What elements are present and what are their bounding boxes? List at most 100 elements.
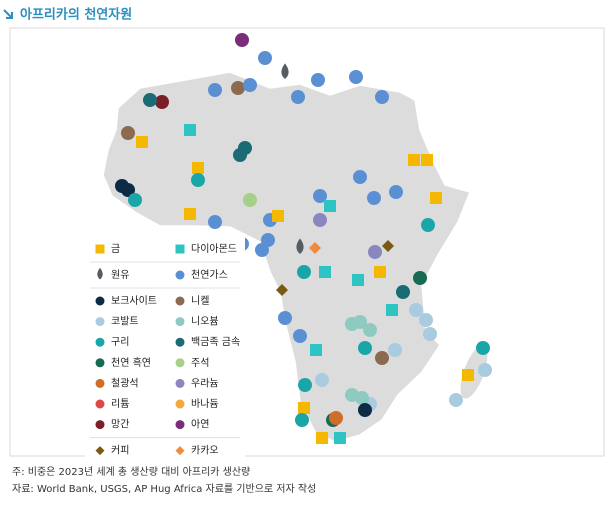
legend-label: 니켈	[191, 295, 209, 307]
circle-marker	[315, 373, 329, 387]
circle-marker	[409, 303, 423, 317]
legend-label: 백금족 금속	[191, 336, 240, 348]
circle-marker	[375, 351, 389, 365]
legend-label: 철광석	[111, 377, 139, 389]
circle-marker	[235, 33, 249, 47]
square-marker	[334, 432, 346, 444]
circle-marker	[478, 363, 492, 377]
square-marker	[95, 244, 105, 254]
square-marker	[136, 136, 148, 148]
circle-marker	[95, 317, 105, 327]
circle-marker	[143, 93, 157, 107]
legend-label: 구리	[111, 336, 129, 348]
circle-marker	[128, 193, 142, 207]
circle-marker	[175, 296, 185, 306]
circle-marker	[258, 51, 272, 65]
circle-marker	[278, 311, 292, 325]
circle-marker	[413, 271, 427, 285]
square-marker	[316, 432, 328, 444]
circle-marker	[191, 173, 205, 187]
circle-marker	[353, 170, 367, 184]
legend-label: 천연 흑연	[111, 356, 151, 369]
circle-marker	[358, 341, 372, 355]
diamond-marker	[95, 446, 105, 456]
legend-label: 바나듐	[191, 398, 219, 410]
square-marker	[272, 210, 284, 222]
legend-label: 다이아몬드	[191, 243, 237, 255]
circle-marker	[476, 341, 490, 355]
circle-marker	[293, 329, 307, 343]
source: 자료: World Bank, USGS, AP Hug Africa 자료를 …	[12, 483, 316, 495]
circle-marker	[449, 393, 463, 407]
circle-marker	[298, 378, 312, 392]
circle-marker	[368, 245, 382, 259]
square-marker	[386, 304, 398, 316]
circle-marker	[121, 183, 135, 197]
square-marker	[408, 154, 420, 166]
square-marker	[298, 402, 310, 414]
legend-label: 커피	[111, 445, 129, 457]
circle-marker	[95, 420, 105, 430]
square-marker	[324, 200, 336, 212]
legend-box	[85, 237, 245, 460]
circle-marker	[95, 296, 105, 306]
legend-label: 니오븀	[191, 316, 219, 328]
legend-label: 코발트	[111, 316, 139, 328]
circle-marker	[389, 185, 403, 199]
drop-marker	[97, 267, 103, 280]
circle-marker	[355, 391, 369, 405]
circle-marker	[208, 83, 222, 97]
circle-marker	[243, 193, 257, 207]
circle-marker	[363, 323, 377, 337]
diamond-marker	[276, 284, 288, 296]
square-marker	[421, 154, 433, 166]
circle-marker	[358, 403, 372, 417]
square-marker	[374, 266, 386, 278]
circle-marker	[297, 265, 311, 279]
square-marker	[175, 244, 185, 254]
legend-label: 아연	[191, 419, 209, 431]
note: 주: 비중은 2023년 세계 총 생산량 대비 아프리카 생산량	[12, 466, 250, 478]
circle-marker	[95, 337, 105, 347]
legend-label: 보크사이트	[111, 295, 157, 307]
circle-marker	[329, 411, 343, 425]
diamond-marker	[175, 446, 185, 456]
circle-marker	[313, 189, 327, 203]
circle-marker	[95, 399, 105, 409]
square-marker	[184, 208, 196, 220]
square-marker	[192, 162, 204, 174]
circle-marker	[419, 313, 433, 327]
diamond-marker	[309, 242, 321, 254]
diamond-marker	[382, 240, 394, 252]
circle-marker	[175, 358, 185, 368]
legend-label: 우라늄	[191, 377, 219, 389]
legend-label: 원유	[111, 269, 129, 281]
circle-marker	[243, 78, 257, 92]
circle-marker	[233, 148, 247, 162]
circle-marker	[349, 70, 363, 84]
legend-label: 카카오	[191, 445, 219, 457]
circle-marker	[421, 218, 435, 232]
circle-marker	[313, 213, 327, 227]
circle-marker	[175, 317, 185, 327]
circle-marker	[95, 358, 105, 368]
circle-marker	[231, 81, 245, 95]
title-icon	[3, 9, 13, 19]
circle-marker	[291, 90, 305, 104]
square-marker	[319, 266, 331, 278]
circle-marker	[175, 399, 185, 409]
circle-marker	[375, 90, 389, 104]
circle-marker	[208, 215, 222, 229]
circle-marker	[311, 73, 325, 87]
legend-label: 리튬	[111, 398, 129, 410]
circle-marker	[388, 343, 402, 357]
circle-marker	[261, 233, 275, 247]
circle-marker	[295, 413, 309, 427]
circle-marker	[175, 378, 185, 388]
circle-marker	[423, 327, 437, 341]
legend-label: 망간	[111, 419, 129, 431]
circle-marker	[155, 95, 169, 109]
circle-marker	[367, 191, 381, 205]
circle-marker	[95, 378, 105, 388]
